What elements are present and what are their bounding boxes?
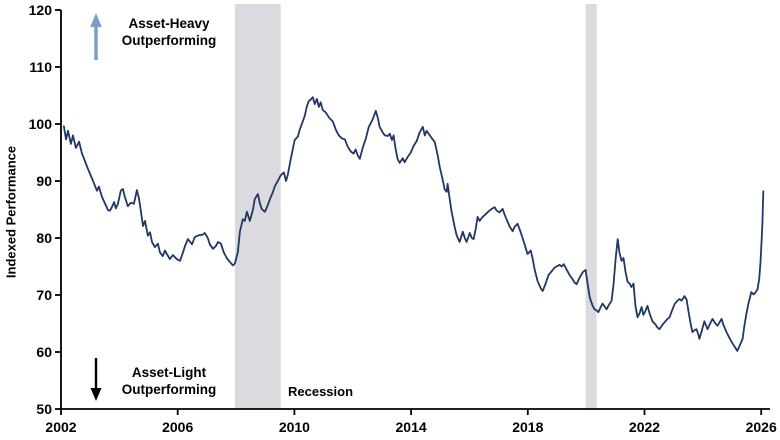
- y-tick-label: 80: [36, 230, 52, 246]
- x-tick-label: 2018: [512, 419, 543, 435]
- up-arrow-icon: [90, 13, 102, 27]
- annotation-asset-heavy-line1: Asset-Heavy: [128, 16, 210, 31]
- annotation-asset-light-line1: Asset-Light: [131, 365, 207, 380]
- annotation-asset-heavy: Asset-Heavy Outperforming: [122, 15, 217, 49]
- performance-line: [63, 96, 765, 352]
- annotation-asset-light: Asset-Light Outperforming: [122, 364, 217, 398]
- annotation-asset-heavy-line2: Outperforming: [121, 33, 217, 48]
- y-axis-title: Indexed Performance: [3, 145, 19, 279]
- x-tick-label: 2026: [746, 419, 777, 435]
- recession-band: [585, 4, 597, 409]
- y-tick-label: 50: [36, 401, 52, 417]
- y-tick-label: 110: [29, 59, 52, 75]
- x-tick-label: 2006: [162, 419, 193, 435]
- down-arrow-icon: [90, 388, 102, 401]
- recession-label: Recession: [288, 384, 354, 399]
- axes: [60, 10, 770, 410]
- y-tick-label: 70: [36, 287, 52, 303]
- x-tick-label: 2002: [45, 419, 76, 435]
- x-tick-label: 2022: [629, 419, 660, 435]
- recession-band: [234, 4, 281, 409]
- x-tick-label: 2010: [279, 419, 310, 435]
- x-tick-label: 2014: [396, 419, 427, 435]
- y-tick-label: 60: [36, 344, 52, 360]
- y-tick-label: 120: [29, 2, 53, 18]
- y-tick-label: 100: [29, 116, 53, 132]
- y-tick-label: 90: [36, 173, 52, 189]
- annotation-asset-light-line2: Outperforming: [121, 382, 217, 397]
